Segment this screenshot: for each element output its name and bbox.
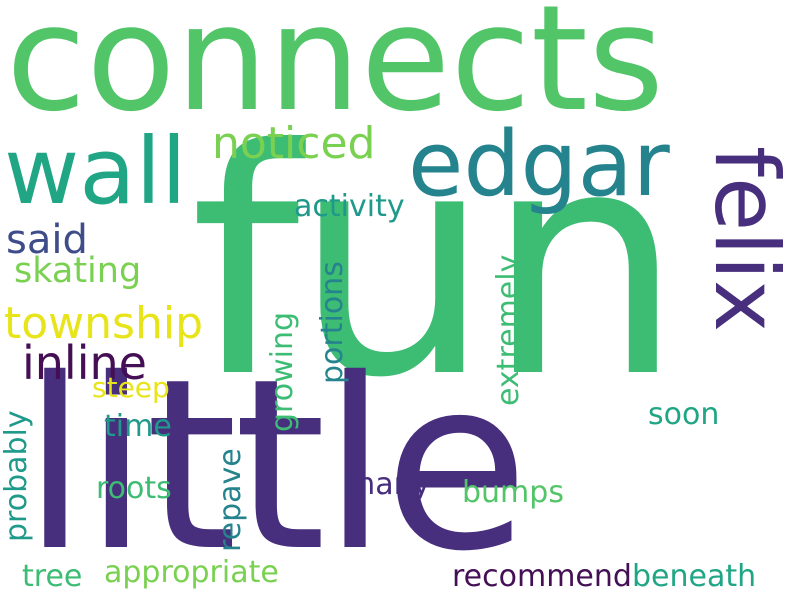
word-fun: fun <box>190 82 683 446</box>
word-little: little <box>22 328 529 600</box>
word-connects: connects <box>6 0 665 144</box>
word-activity: activity <box>294 189 405 224</box>
word-portions: portions <box>315 261 350 384</box>
word-soon: soon <box>648 397 720 432</box>
word-felix: felix <box>695 146 798 333</box>
word-probably: probably <box>0 410 34 542</box>
word-recommend: recommend <box>452 559 632 594</box>
word-wall: wall <box>4 118 187 225</box>
word-skating: skating <box>14 251 142 291</box>
word-bumps: bumps <box>462 475 564 510</box>
word-tree: tree <box>22 559 83 594</box>
word-steep: steep <box>92 371 170 404</box>
word-appropriate: appropriate <box>104 555 279 590</box>
word-extremely: extremely <box>491 254 526 406</box>
word-edgar: edgar <box>408 112 670 217</box>
word-time: time <box>104 409 172 444</box>
word-growing: growing <box>265 312 300 432</box>
word-repave: repave <box>213 448 248 552</box>
word-noticed: noticed <box>212 118 376 169</box>
word-beneath: beneath <box>632 559 757 594</box>
word-inline: inline <box>22 336 147 390</box>
word-said: said <box>6 217 88 263</box>
word-township: township <box>4 298 204 349</box>
word-roots: roots <box>96 471 172 506</box>
word-many: many <box>346 467 431 502</box>
